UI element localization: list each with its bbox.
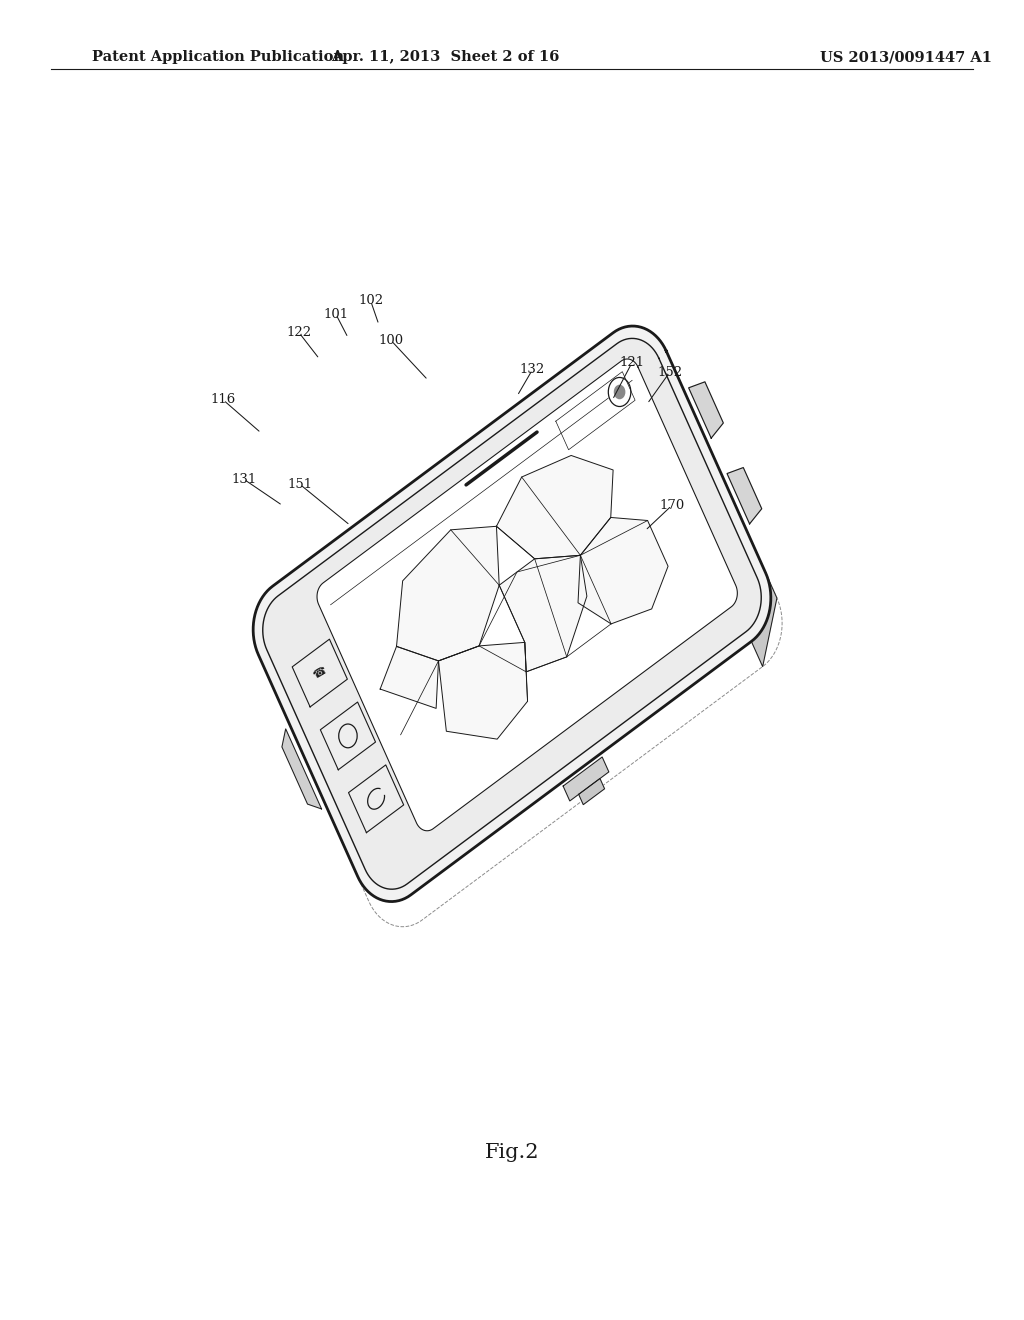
Polygon shape [321, 702, 376, 770]
Polygon shape [613, 326, 678, 376]
Text: Fig.2: Fig.2 [484, 1143, 540, 1162]
Text: 152: 152 [657, 366, 682, 379]
Text: ☎: ☎ [311, 665, 329, 681]
Polygon shape [438, 643, 527, 739]
Text: 102: 102 [358, 294, 383, 308]
Text: 131: 131 [231, 473, 256, 486]
Polygon shape [563, 758, 609, 801]
Text: 132: 132 [520, 363, 545, 376]
Polygon shape [579, 779, 604, 805]
Text: US 2013/0091447 A1: US 2013/0091447 A1 [820, 50, 992, 65]
Text: 151: 151 [288, 478, 312, 491]
Text: Apr. 11, 2013  Sheet 2 of 16: Apr. 11, 2013 Sheet 2 of 16 [331, 50, 560, 65]
Polygon shape [263, 338, 761, 890]
Polygon shape [396, 527, 500, 661]
Text: Patent Application Publication: Patent Application Publication [92, 50, 344, 65]
Polygon shape [292, 639, 347, 708]
Circle shape [614, 385, 625, 399]
Polygon shape [578, 517, 668, 624]
Text: 101: 101 [324, 308, 348, 321]
Polygon shape [752, 573, 777, 667]
Polygon shape [497, 455, 613, 558]
Text: 100: 100 [379, 334, 403, 347]
Circle shape [608, 378, 631, 407]
Text: 121: 121 [620, 356, 644, 370]
Polygon shape [348, 764, 403, 833]
Polygon shape [380, 647, 438, 709]
Polygon shape [500, 556, 587, 672]
Polygon shape [317, 359, 737, 830]
Text: 116: 116 [211, 393, 236, 407]
Polygon shape [282, 729, 322, 809]
Polygon shape [689, 381, 723, 438]
Polygon shape [253, 326, 771, 902]
Text: 170: 170 [659, 499, 684, 512]
Polygon shape [727, 467, 762, 524]
Text: 122: 122 [287, 326, 311, 339]
